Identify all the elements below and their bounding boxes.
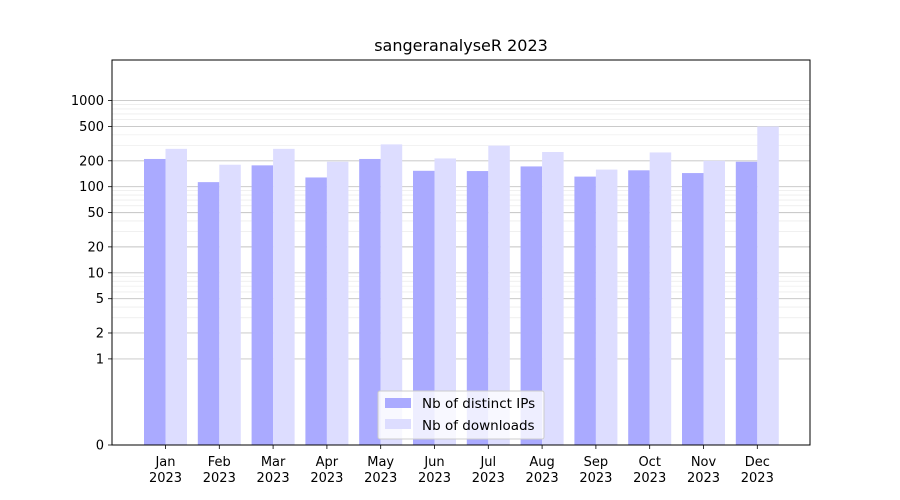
bar-distinct-ips-7 [466, 171, 489, 445]
x-tick-label: Mar 2023 [257, 455, 290, 486]
legend-box [377, 390, 545, 440]
y-tick-label: 20 [87, 240, 104, 255]
bar-distinct-ips-4 [305, 177, 327, 445]
bar-distinct-ips-12 [735, 161, 758, 445]
bar-downloads-1 [165, 148, 187, 445]
bar-distinct-ips-6 [413, 170, 435, 445]
legend-label-downloads: Nb of downloads [422, 418, 535, 434]
bar-distinct-ips-5 [359, 158, 381, 446]
bar-distinct-ips-2 [197, 182, 220, 445]
legend-swatch-downloads [385, 419, 411, 429]
legend-swatch-ips [385, 398, 411, 408]
plot-frame [111, 59, 811, 446]
y-tick-label: 100 [79, 180, 104, 195]
bar-downloads-8 [542, 151, 564, 445]
bar-downloads-7 [488, 145, 510, 445]
x-tick-label: Jun 2023 [418, 455, 451, 486]
x-tick-label: Apr 2023 [310, 455, 343, 486]
bar-distinct-ips-1 [144, 158, 166, 446]
bar-downloads-5 [380, 144, 403, 446]
bar-distinct-ips-11 [682, 173, 704, 445]
x-tick-label: Nov 2023 [687, 455, 720, 486]
y-tick-label: 1 [96, 352, 104, 367]
bar-downloads-3 [273, 148, 295, 445]
x-axis: Jan 2023 Feb 2023 Mar 2023 Apr 2023 May 2023 Jun 20… [149, 445, 774, 486]
bar-downloads-12 [757, 126, 779, 446]
bar-distinct-ips-9 [574, 176, 596, 445]
y-tick-label: 1000 [71, 94, 104, 109]
bar-distinct-ips-8 [520, 166, 543, 445]
y-tick-label: 500 [79, 120, 104, 135]
y-tick-label: 10 [87, 266, 104, 281]
x-tick-label: Aug 2023 [526, 455, 559, 486]
x-tick-label: Jul 2023 [472, 455, 505, 486]
y-tick-label: 2 [96, 326, 104, 341]
y-tick-label: 200 [79, 154, 104, 169]
y-tick-label: 0 [96, 439, 104, 454]
chart-title: sangeranalyseR 2023 [374, 36, 548, 55]
x-tick-label: May 2023 [364, 455, 397, 486]
y-tick-label: 5 [96, 292, 104, 307]
y-tick-label: 50 [87, 206, 104, 221]
legend-label-ips: Nb of distinct IPs [422, 396, 535, 412]
bar-downloads-9 [595, 169, 618, 445]
x-tick-label: Jan 2023 [149, 455, 182, 486]
bar-distinct-ips-3 [251, 165, 274, 446]
bars [144, 126, 779, 446]
x-tick-label: Feb 2023 [203, 455, 236, 486]
x-tick-label: Oct 2023 [633, 455, 666, 486]
bar-downloads-4 [326, 161, 349, 445]
y-axis: 0 1 2 5 10 20 50 100 200 500 1000 [71, 94, 112, 454]
x-tick-label: Dec 2023 [741, 455, 774, 486]
x-tick-label: Sep 2023 [579, 455, 612, 486]
bar-downloads-6 [434, 158, 456, 445]
bar-downloads-2 [219, 164, 241, 445]
bar-downloads-10 [649, 152, 672, 445]
bar-distinct-ips-10 [628, 170, 650, 445]
bar-downloads-11 [703, 160, 725, 445]
legend: Nb of distinct IPs Nb of downloads [377, 390, 545, 440]
